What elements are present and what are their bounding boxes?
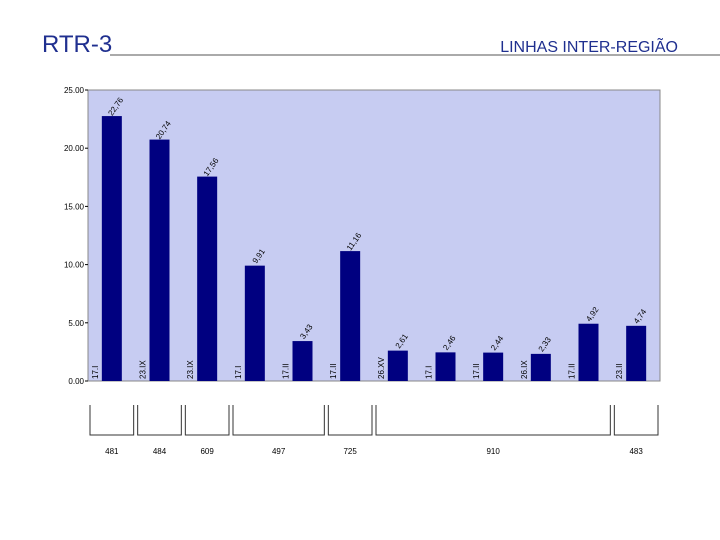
- bar: [292, 341, 313, 381]
- y-tick-label: 20.00: [64, 144, 85, 153]
- x-tick-label: 17.I: [234, 366, 243, 379]
- plot-area: [87, 89, 661, 382]
- chart-title: RTR-3: [42, 31, 112, 58]
- y-tick-label: 25.00: [64, 86, 85, 95]
- bar: [483, 352, 504, 381]
- bar: [626, 325, 647, 381]
- group-bracket: [137, 405, 182, 436]
- group-label: 910: [486, 447, 500, 456]
- group-label: 497: [272, 447, 286, 456]
- x-tick-label: 26.XV: [377, 357, 386, 379]
- group-label: 481: [105, 447, 119, 456]
- bar: [244, 265, 265, 381]
- group-bracket: [327, 405, 373, 436]
- x-tick-label: 17.II: [282, 363, 291, 379]
- group-bracket: [375, 405, 611, 436]
- bar: [149, 139, 170, 381]
- group-label: 483: [629, 447, 643, 456]
- x-tick-label: 17.II: [329, 363, 338, 379]
- x-tick-label: 17.I: [91, 366, 100, 379]
- bar: [340, 251, 361, 381]
- bar: [435, 352, 456, 381]
- y-tick-label: 10.00: [64, 261, 85, 270]
- group-bracket: [613, 405, 659, 436]
- group-bracket: [232, 405, 325, 436]
- bar: [101, 116, 122, 381]
- group-label: 725: [343, 447, 357, 456]
- y-tick-label: 0.00: [68, 377, 84, 386]
- x-tick-label: 17.II: [472, 363, 481, 379]
- group-label: 484: [153, 447, 167, 456]
- group-bracket: [184, 405, 230, 436]
- bar: [578, 323, 599, 381]
- x-tick-label: 23.IX: [139, 360, 148, 379]
- bar: [387, 350, 408, 381]
- bar: [530, 353, 551, 381]
- x-tick-label: 17.I: [425, 366, 434, 379]
- x-tick-label: 26.IX: [520, 360, 529, 379]
- chart-subtitle: LINHAS INTER-REGIÃO: [500, 36, 678, 56]
- x-tick-label: 23.II: [615, 363, 624, 379]
- x-tick-label: 23.IX: [186, 360, 195, 379]
- group-bracket: [89, 405, 135, 436]
- y-tick-label: 15.00: [64, 202, 85, 211]
- x-tick-label: 17.II: [568, 363, 577, 379]
- group-label: 609: [200, 447, 214, 456]
- bar: [197, 176, 218, 381]
- y-tick-label: 5.00: [68, 319, 84, 328]
